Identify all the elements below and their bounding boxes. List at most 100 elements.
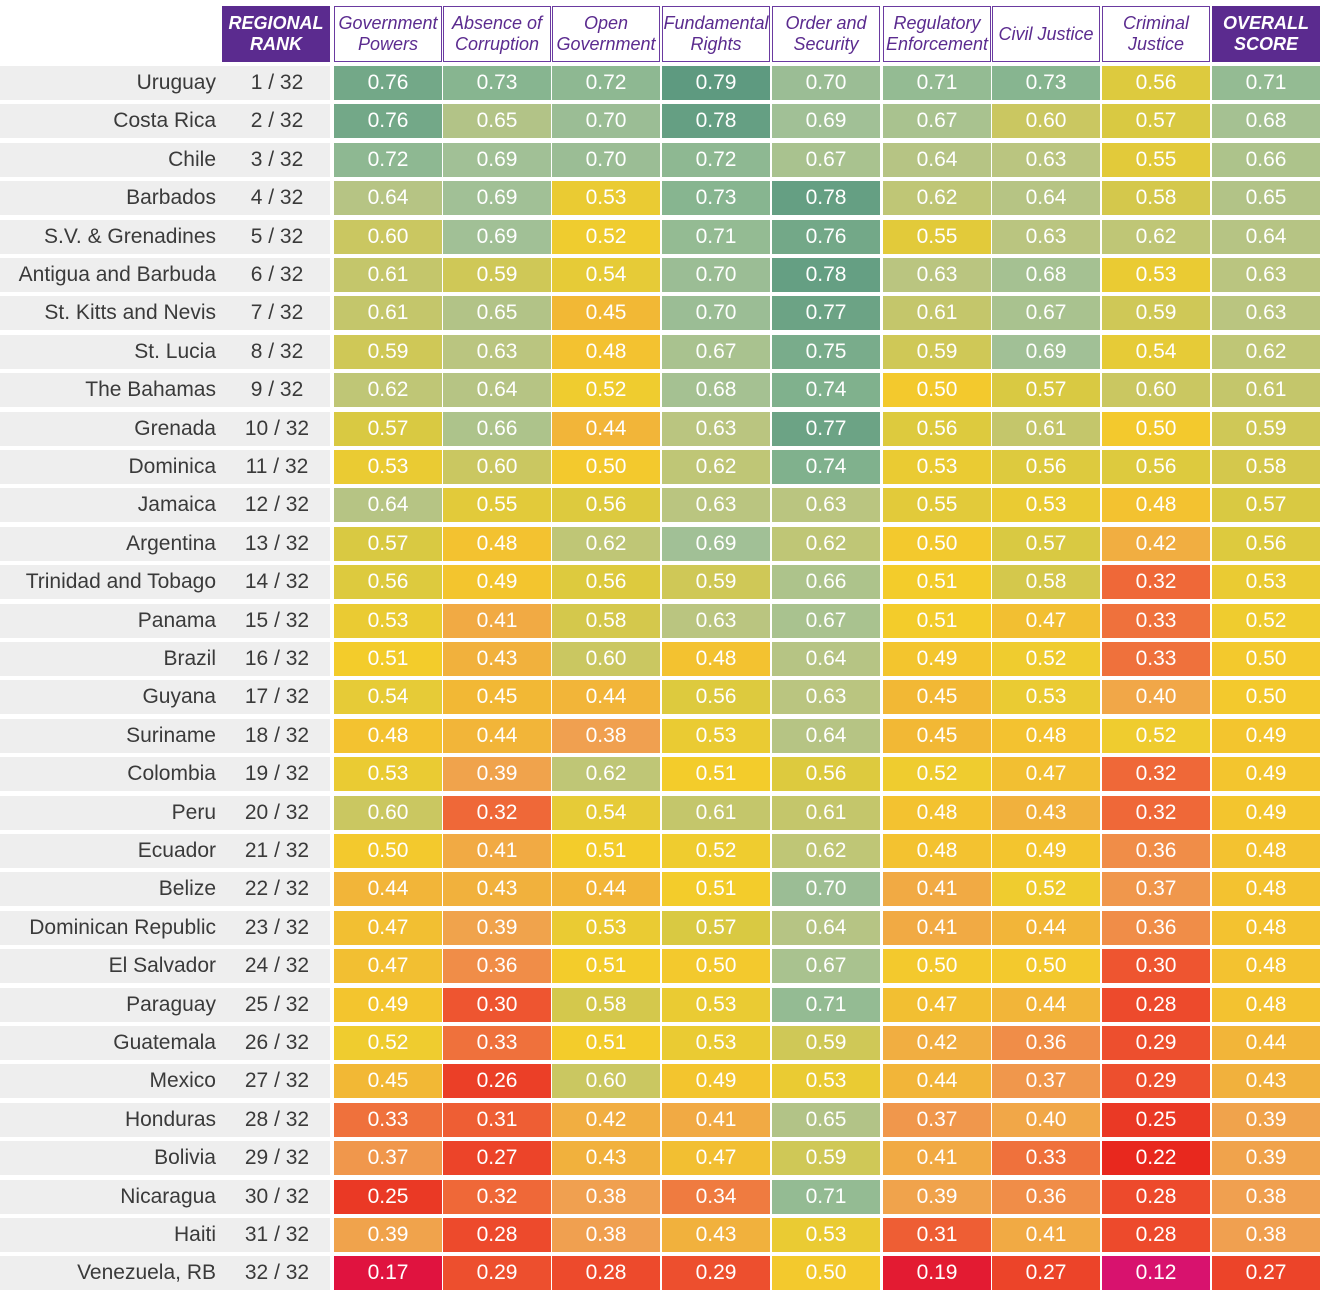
rank-label: 31 / 32 xyxy=(244,1223,310,1246)
heatmap-cell: 0.61 xyxy=(1212,373,1320,408)
heatmap-cell: 0.32 xyxy=(1102,757,1210,792)
heatmap-cell: 0.53 xyxy=(662,987,770,1022)
heatmap-cell: 0.52 xyxy=(992,872,1100,907)
heatmap-cell: 0.72 xyxy=(334,142,442,177)
country-label: Dominica xyxy=(128,455,216,478)
heatmap-cell: 0.61 xyxy=(662,795,770,830)
heatmap-cell: 0.71 xyxy=(883,66,991,100)
heatmap-cell: 0.44 xyxy=(443,718,551,753)
heatmap-cell: 0.68 xyxy=(662,373,770,408)
heatmap-cell: 0.64 xyxy=(443,373,551,408)
heatmap-cell: 0.17 xyxy=(334,1256,442,1291)
heatmap-cell: 0.29 xyxy=(662,1256,770,1291)
heatmap-cell: 0.59 xyxy=(1102,296,1210,331)
heatmap-cell: 0.56 xyxy=(1212,526,1320,561)
row-band xyxy=(0,219,330,254)
heatmap-cell: 0.53 xyxy=(883,450,991,484)
heatmap-cell: 0.41 xyxy=(443,834,551,868)
heatmap-cell: 0.51 xyxy=(552,1026,660,1060)
heatmap-cell: 0.45 xyxy=(883,718,991,753)
heatmap-cell: 0.63 xyxy=(883,258,991,292)
row-band xyxy=(0,718,330,753)
heatmap-cell: 0.25 xyxy=(1102,1102,1210,1137)
heatmap-cell: 0.49 xyxy=(992,834,1100,868)
heatmap-cell: 0.32 xyxy=(1102,565,1210,600)
heatmap-cell: 0.41 xyxy=(883,872,991,907)
heatmap-cell: 0.53 xyxy=(552,910,660,945)
heatmap-cell: 0.41 xyxy=(992,1218,1100,1252)
heatmap-cell: 0.55 xyxy=(1102,142,1210,177)
heatmap-cell: 0.56 xyxy=(772,757,880,792)
heatmap-cell: 0.56 xyxy=(552,488,660,523)
heatmap-cell: 0.64 xyxy=(772,718,880,753)
rank-label: 18 / 32 xyxy=(244,723,310,747)
heatmap-cell: 0.50 xyxy=(772,1256,880,1291)
heatmap-cell: 0.47 xyxy=(662,1141,770,1176)
row-band xyxy=(0,411,330,446)
heatmap-cell: 0.49 xyxy=(1212,757,1320,792)
column-header: Open Government xyxy=(552,6,660,62)
heatmap-cell: 0.42 xyxy=(883,1026,991,1060)
heatmap-cell: 0.45 xyxy=(334,1064,442,1099)
heatmap-cell: 0.48 xyxy=(1212,987,1320,1022)
heatmap-cell: 0.59 xyxy=(443,258,551,292)
heatmap-cell: 0.66 xyxy=(1212,142,1320,177)
country-label: Uruguay xyxy=(136,71,216,94)
heatmap-cell: 0.27 xyxy=(443,1141,551,1176)
heatmap-cell: 0.66 xyxy=(772,565,880,600)
heatmap-cell: 0.62 xyxy=(772,834,880,868)
heatmap-cell: 0.52 xyxy=(662,834,770,868)
country-label: St. Kitts and Nevis xyxy=(44,301,216,325)
heatmap-cell: 0.52 xyxy=(552,219,660,254)
heatmap-cell: 0.43 xyxy=(552,1141,660,1176)
heatmap-cell: 0.52 xyxy=(1212,603,1320,638)
rank-label: 3 / 32 xyxy=(250,147,304,171)
column-header: Regulatory Enforcement xyxy=(883,6,991,62)
heatmap-cell: 0.53 xyxy=(992,488,1100,523)
heatmap-cell: 0.65 xyxy=(1212,181,1320,216)
heatmap-cell: 0.71 xyxy=(772,987,880,1022)
heatmap-cell: 0.71 xyxy=(1212,66,1320,100)
heatmap-cell: 0.41 xyxy=(662,1102,770,1137)
heatmap-cell: 0.48 xyxy=(883,834,991,868)
row-band xyxy=(0,1102,330,1137)
heatmap-cell: 0.57 xyxy=(334,411,442,446)
heatmap-cell: 0.63 xyxy=(772,680,880,715)
heatmap-cell: 0.48 xyxy=(1212,910,1320,945)
heatmap-cell: 0.72 xyxy=(552,66,660,100)
heatmap-cell: 0.57 xyxy=(992,373,1100,408)
heatmap-cell: 0.47 xyxy=(992,603,1100,638)
row-band xyxy=(0,680,330,715)
heatmap-cell: 0.56 xyxy=(1102,450,1210,484)
heatmap-cell: 0.67 xyxy=(992,296,1100,331)
header-regional-rank: REGIONAL RANK xyxy=(222,6,330,62)
heatmap-cell: 0.38 xyxy=(552,718,660,753)
heatmap-cell: 0.78 xyxy=(772,181,880,216)
rank-label: 13 / 32 xyxy=(244,531,310,555)
row-band xyxy=(0,258,330,292)
row-band xyxy=(0,987,330,1022)
row-band xyxy=(0,795,330,830)
heatmap-cell: 0.51 xyxy=(552,834,660,868)
heatmap-cell: 0.73 xyxy=(992,66,1100,100)
column-header: Government Powers xyxy=(334,6,442,62)
heatmap-cell: 0.44 xyxy=(883,1064,991,1099)
heatmap-cell: 0.50 xyxy=(883,949,991,984)
heatmap-cell: 0.63 xyxy=(1212,296,1320,331)
heatmap-cell: 0.55 xyxy=(883,488,991,523)
heatmap-cell: 0.48 xyxy=(992,718,1100,753)
heatmap-cell: 0.31 xyxy=(883,1218,991,1252)
heatmap-cell: 0.39 xyxy=(443,757,551,792)
row-band xyxy=(0,1026,330,1060)
heatmap-cell: 0.28 xyxy=(443,1218,551,1252)
heatmap-cell: 0.57 xyxy=(992,526,1100,561)
rank-label: 32 / 32 xyxy=(244,1261,310,1285)
country-label: Brazil xyxy=(163,647,216,670)
row-band xyxy=(0,181,330,216)
heatmap-cell: 0.27 xyxy=(992,1256,1100,1291)
rank-label: 7 / 32 xyxy=(250,301,304,325)
heatmap-cell: 0.73 xyxy=(443,66,551,100)
heatmap-cell: 0.44 xyxy=(992,987,1100,1022)
heatmap-cell: 0.43 xyxy=(992,795,1100,830)
heatmap-cell: 0.57 xyxy=(334,526,442,561)
